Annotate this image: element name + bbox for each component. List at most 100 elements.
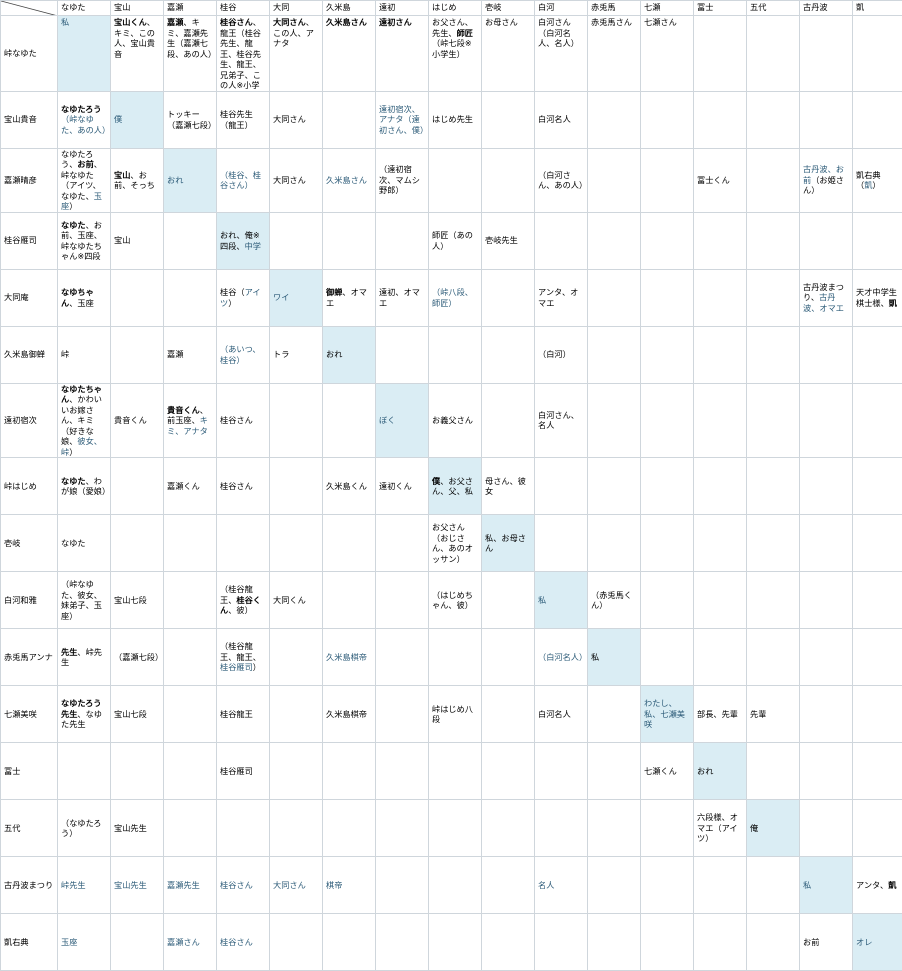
matrix-cell: （はじめちゃん、彼） <box>429 572 482 629</box>
matrix-cell: 遠初宿次、アナタ（遠初さん、僕） <box>376 91 429 148</box>
matrix-cell <box>641 629 694 686</box>
matrix-cell <box>429 629 482 686</box>
cell-text: （あいつ、桂谷） <box>220 344 261 365</box>
cell-text: ） <box>228 298 236 308</box>
cell-text: 私 <box>803 880 811 890</box>
matrix-cell <box>482 572 535 629</box>
cell-text: 久米島くん <box>326 481 367 491</box>
matrix-cell: 大同さん <box>270 857 323 914</box>
matrix-cell <box>376 686 429 743</box>
matrix-cell <box>800 743 853 800</box>
matrix-cell <box>641 269 694 326</box>
matrix-cell <box>482 914 535 971</box>
matrix-cell: 貴音くん <box>111 383 164 458</box>
cell-text: （白河さん、あの人） <box>538 170 587 191</box>
matrix-cell <box>588 269 641 326</box>
matrix-cell <box>429 914 482 971</box>
cell-text: ワイ <box>273 292 289 302</box>
matrix-cell: （白河さん、あの人） <box>535 148 588 212</box>
matrix-cell <box>482 269 535 326</box>
cell-text: トラ <box>273 349 289 359</box>
matrix-cell <box>270 629 323 686</box>
matrix-cell <box>853 629 902 686</box>
table-row: 嘉瀬晴彦なゆたろう、お前、峠なゆた（アイツ、なゆた、玉座）宝山、お前、そっちおれ… <box>1 148 902 212</box>
matrix-cell <box>853 91 902 148</box>
matrix-cell: 白河名人 <box>535 686 588 743</box>
cell-text: なゆた <box>61 220 86 230</box>
cell-text: （赤兎馬くん） <box>591 590 632 611</box>
cell-text: 僕 <box>432 476 440 486</box>
row-header: 桂谷雁司 <box>1 212 58 269</box>
matrix-cell: お前 <box>800 914 853 971</box>
matrix-cell: 先生、峠先生 <box>58 629 111 686</box>
cell-text: 貴音くん <box>114 415 147 425</box>
matrix-cell <box>270 743 323 800</box>
table-row: 七瀬美咲なゆたろう先生、なゆた先生宝山七段桂谷龍王久米島棋帝峠はじめ八段白河名人… <box>1 686 902 743</box>
matrix-cell <box>164 743 217 800</box>
matrix-cell: 宝山先生 <box>111 857 164 914</box>
matrix-cell <box>800 383 853 458</box>
column-header: 七瀬 <box>641 1 694 16</box>
matrix-cell <box>853 686 902 743</box>
matrix-cell <box>588 91 641 148</box>
cell-text: （白河） <box>538 349 571 359</box>
cell-text: 私 <box>538 595 546 605</box>
column-header: 大同 <box>270 1 323 16</box>
matrix-cell <box>429 743 482 800</box>
matrix-cell <box>482 629 535 686</box>
matrix-cell: 部長、先輩 <box>694 686 747 743</box>
matrix-cell: 嘉瀬くん <box>164 458 217 515</box>
matrix-cell: お義父さん <box>429 383 482 458</box>
cell-text: 桂谷先生（龍王） <box>220 109 253 130</box>
matrix-cell: （桂谷龍王、桂谷くん、彼） <box>217 572 270 629</box>
matrix-cell <box>111 515 164 572</box>
table-row: 白河和雅（峠なゆた、彼女、妹弟子、玉座）宝山七段（桂谷龍王、桂谷くん、彼）大同く… <box>1 572 902 629</box>
matrix-cell: 七瀬くん <box>641 743 694 800</box>
matrix-cell <box>323 383 376 458</box>
matrix-cell <box>641 515 694 572</box>
cell-text: 大同さん <box>273 17 306 27</box>
row-header: 古丹波まつり <box>1 857 58 914</box>
matrix-cell: 嘉瀬、キミ、嘉瀬先生（嘉瀬七段、あの人） <box>164 16 217 92</box>
cell-text: お前 <box>803 937 819 947</box>
cell-text: 壱岐先生 <box>485 235 518 245</box>
matrix-cell: （あいつ、桂谷） <box>217 326 270 383</box>
matrix-cell: 私 <box>800 857 853 914</box>
row-header: 峠はじめ <box>1 458 58 515</box>
matrix-cell <box>164 572 217 629</box>
matrix-cell: 白河さん（白河名人、名人） <box>535 16 588 92</box>
matrix-cell: 貴音くん、前玉座、キミ、アナタ <box>164 383 217 458</box>
matrix-cell <box>217 515 270 572</box>
table-row: 赤兎馬アンナ先生、峠先生（嘉瀬七段）（桂谷龍王、龍王、桂谷雁司）久米島棋帝（白河… <box>1 629 902 686</box>
cell-text: 峠はじめ八段 <box>432 704 473 725</box>
matrix-cell: 久米島棋帝 <box>323 629 376 686</box>
matrix-cell: 俺 <box>747 800 800 857</box>
cell-text: 桂谷雁司 <box>220 662 253 672</box>
cell-text: 宝山七段 <box>114 709 147 719</box>
cell-text: 、玉座 <box>69 298 94 308</box>
row-header: 五代 <box>1 800 58 857</box>
matrix-cell <box>482 383 535 458</box>
matrix-cell <box>641 857 694 914</box>
matrix-cell: （白河名人） <box>535 629 588 686</box>
matrix-cell <box>853 212 902 269</box>
matrix-cell <box>429 148 482 212</box>
matrix-cell <box>376 743 429 800</box>
matrix-cell <box>641 91 694 148</box>
matrix-cell: なゆちゃん、玉座 <box>58 269 111 326</box>
cell-text: お父さん（おじさん、あのオッサン） <box>432 522 473 564</box>
matrix-cell <box>429 326 482 383</box>
cell-text: はじめ先生 <box>432 114 473 124</box>
column-header: 白河 <box>535 1 588 16</box>
table-row: 大同庵なゆちゃん、玉座桂谷（アイツ）ワイ御蝉、オマエ遠初、オマエ（峠八段、師匠）… <box>1 269 902 326</box>
row-header: 七瀬美咲 <box>1 686 58 743</box>
matrix-cell: 宝山 <box>111 212 164 269</box>
cell-text: 遠初宿次、アナタ（遠初さん、僕） <box>379 104 428 135</box>
cell-text: （なゆたろう） <box>61 818 101 839</box>
cell-text: 久米島棋帝 <box>326 709 367 719</box>
cell-text: 先輩 <box>750 709 766 719</box>
column-header: 凱 <box>853 1 902 16</box>
cell-text: （はじめちゃん、彼） <box>432 590 473 611</box>
matrix-cell <box>747 572 800 629</box>
cell-text: 六段様、オマエ（アイツ） <box>697 812 738 843</box>
